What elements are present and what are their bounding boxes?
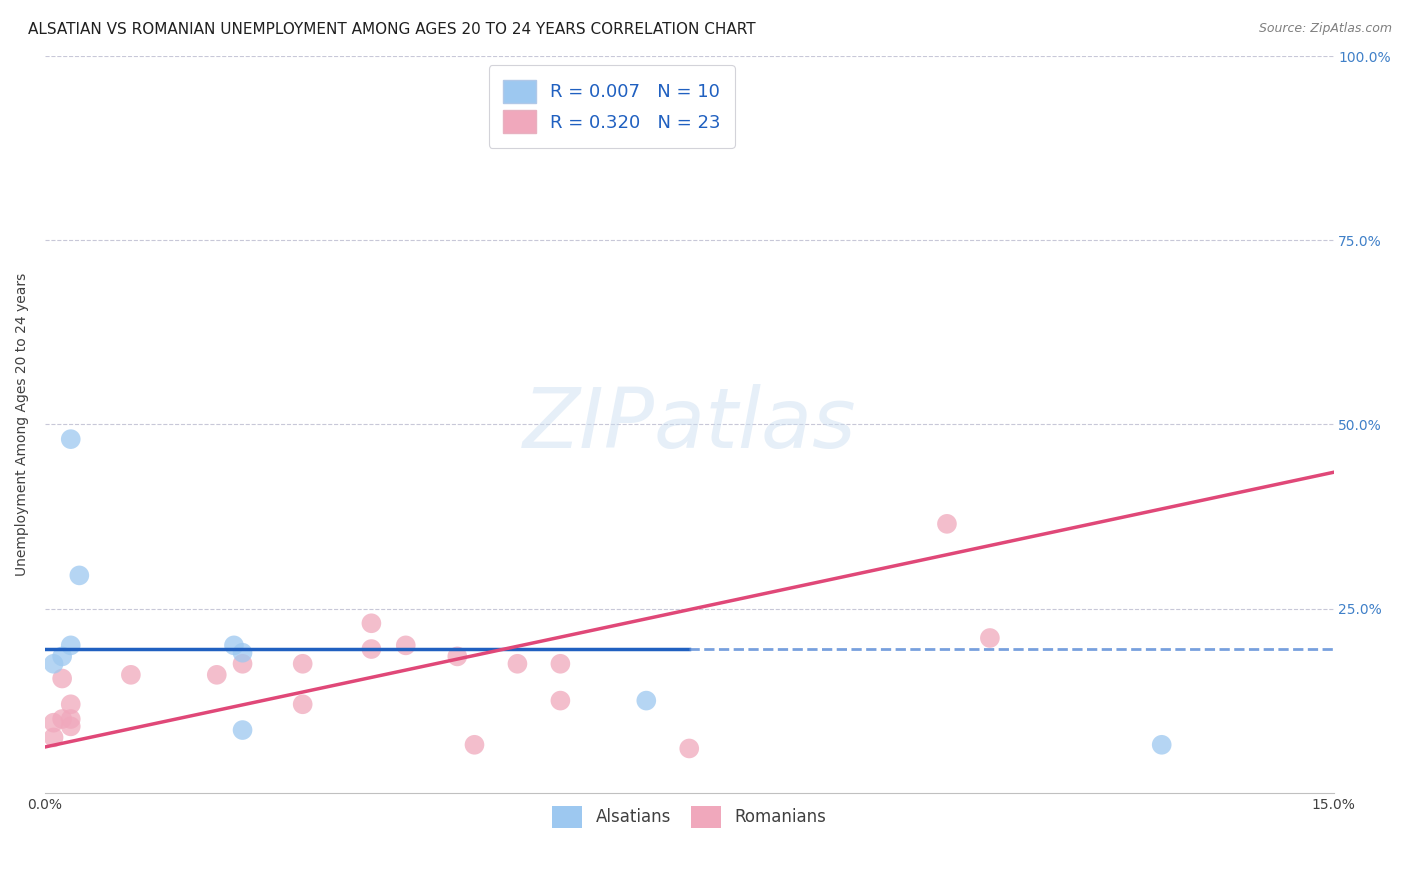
Point bbox=[550, 657, 572, 671]
Point bbox=[59, 719, 82, 733]
Point bbox=[232, 723, 254, 737]
Point bbox=[291, 657, 314, 671]
Point bbox=[67, 568, 90, 582]
Point bbox=[222, 638, 245, 652]
Point bbox=[42, 715, 65, 730]
Point bbox=[59, 712, 82, 726]
Point bbox=[205, 668, 228, 682]
Point bbox=[42, 657, 65, 671]
Point bbox=[51, 672, 73, 686]
Point bbox=[59, 638, 82, 652]
Legend: Alsatians, Romanians: Alsatians, Romanians bbox=[544, 797, 835, 836]
Point bbox=[232, 646, 254, 660]
Point bbox=[360, 642, 382, 657]
Point bbox=[59, 432, 82, 446]
Point bbox=[446, 649, 468, 664]
Point bbox=[59, 698, 82, 712]
Text: ALSATIAN VS ROMANIAN UNEMPLOYMENT AMONG AGES 20 TO 24 YEARS CORRELATION CHART: ALSATIAN VS ROMANIAN UNEMPLOYMENT AMONG … bbox=[28, 22, 756, 37]
Point bbox=[42, 731, 65, 745]
Point bbox=[463, 738, 485, 752]
Point bbox=[550, 693, 572, 707]
Y-axis label: Unemployment Among Ages 20 to 24 years: Unemployment Among Ages 20 to 24 years bbox=[15, 273, 30, 576]
Point bbox=[360, 616, 382, 631]
Point bbox=[232, 657, 254, 671]
Point bbox=[51, 649, 73, 664]
Point bbox=[636, 693, 658, 707]
Point bbox=[291, 698, 314, 712]
Text: ZIPatlas: ZIPatlas bbox=[523, 384, 856, 465]
Point bbox=[979, 631, 1001, 645]
Point bbox=[120, 668, 142, 682]
Point bbox=[395, 638, 418, 652]
Point bbox=[1150, 738, 1173, 752]
Point bbox=[506, 657, 529, 671]
Text: Source: ZipAtlas.com: Source: ZipAtlas.com bbox=[1258, 22, 1392, 36]
Point bbox=[51, 712, 73, 726]
Point bbox=[678, 741, 700, 756]
Point bbox=[936, 516, 959, 531]
